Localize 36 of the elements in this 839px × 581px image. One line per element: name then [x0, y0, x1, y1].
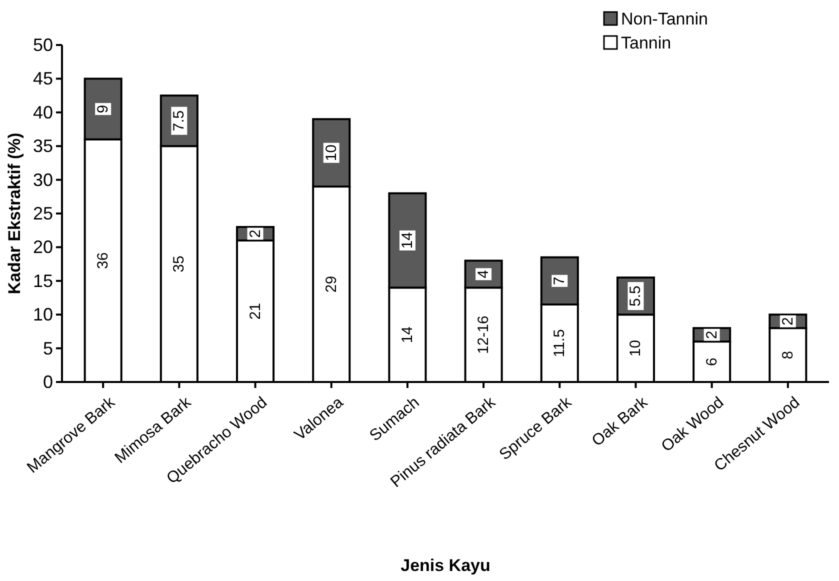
data-label: 35 — [170, 256, 188, 272]
data-label: 2 — [246, 230, 264, 238]
legend-label: Non-Tannin — [621, 10, 708, 28]
y-tick-label: 30 — [32, 170, 53, 190]
data-label: 4 — [475, 270, 492, 278]
data-label: 21 — [246, 302, 264, 320]
data-label: 9 — [94, 104, 112, 114]
y-tick-label: 50 — [32, 35, 53, 55]
x-tick-label: Oak Bark — [588, 393, 652, 450]
y-tick-label: 45 — [32, 68, 53, 89]
y-tick-label: 10 — [32, 304, 53, 325]
data-label: 12-16 — [475, 316, 492, 354]
data-label: 5.5 — [627, 286, 644, 306]
data-label: 6 — [703, 358, 720, 366]
y-axis-title: Kadar Ekstraktif (%) — [5, 132, 24, 294]
y-tick-label: 20 — [32, 237, 53, 258]
y-tick-label: 25 — [32, 204, 53, 224]
data-label: 14 — [398, 232, 416, 249]
x-axis-title: Jenis Kayu — [400, 556, 490, 575]
data-label: 10 — [322, 144, 340, 162]
data-label: 36 — [94, 252, 112, 270]
data-label: 11.5 — [551, 329, 568, 358]
y-tick-label: 5 — [42, 338, 53, 358]
y-tick-label: 40 — [32, 102, 53, 122]
data-label: 2 — [703, 330, 720, 339]
data-label: 10 — [627, 340, 644, 357]
data-label: 14 — [398, 326, 416, 344]
y-tick-label: 15 — [32, 270, 53, 291]
legend-label: Tannin — [621, 34, 672, 52]
data-label: 7 — [551, 276, 568, 286]
data-label: 8 — [779, 350, 796, 360]
data-label: 7.5 — [170, 110, 188, 132]
data-label: 2 — [779, 317, 796, 326]
y-tick-label: 0 — [42, 372, 53, 392]
data-label: 29 — [322, 276, 340, 293]
y-tick-label: 35 — [32, 136, 53, 156]
